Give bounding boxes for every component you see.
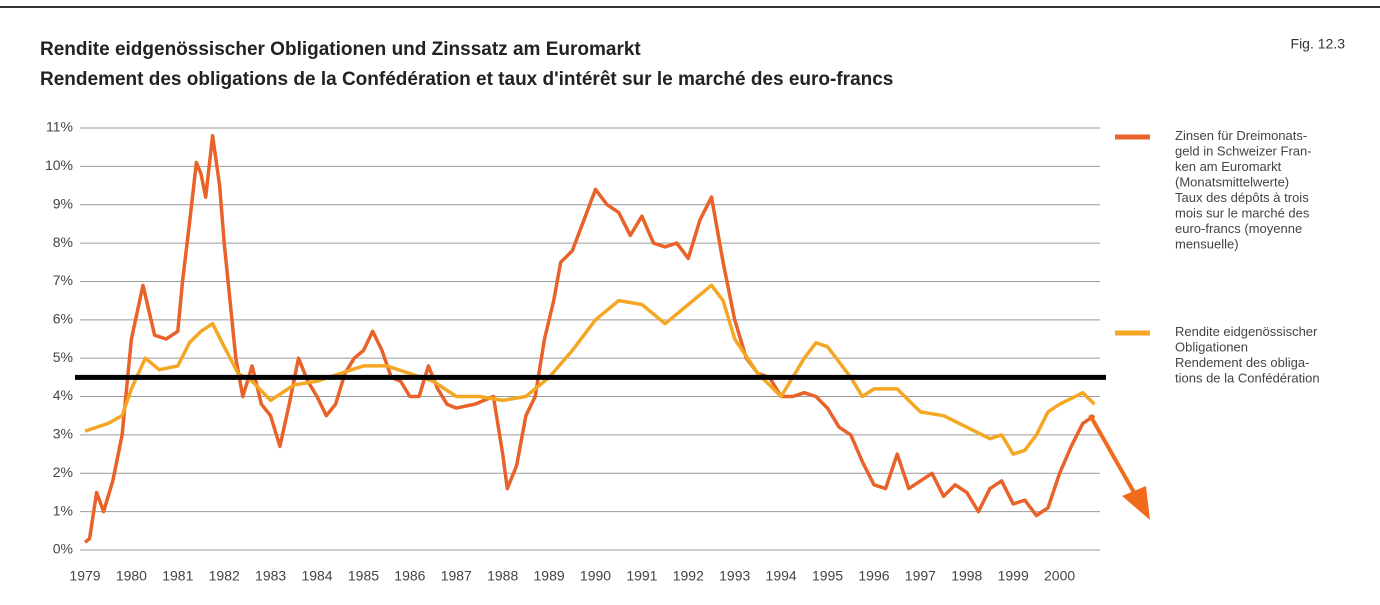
y-tick-label: 10% [45, 157, 73, 173]
x-tick-label: 2000 [1044, 568, 1075, 584]
x-tick-label: 1991 [626, 568, 657, 584]
x-tick-label: 1988 [487, 568, 518, 584]
y-tick-label: 9% [53, 195, 73, 211]
y-tick-label: 6% [53, 311, 73, 327]
chart-title: Rendite eidgenössischer Obligationen und… [40, 39, 641, 60]
y-tick-label: 3% [53, 426, 73, 442]
x-tick-label: 1993 [719, 568, 750, 584]
x-tick-label: 1994 [766, 568, 797, 584]
data-line [83, 133, 1096, 544]
x-tick-label: 1992 [673, 568, 704, 584]
chart-subtitle: Rendement des obligations de la Confédér… [40, 69, 893, 90]
y-tick-label: 4% [53, 387, 73, 403]
y-tick-label: 0% [53, 541, 73, 557]
data-line [84, 283, 1096, 456]
y-tick-label: 8% [53, 234, 73, 250]
x-tick-label: 1998 [951, 568, 982, 584]
x-tick-label: 1979 [69, 568, 100, 584]
figure-label: Fig. 12.3 [1291, 36, 1346, 52]
legend-label: Zinsen für Dreimonats-geld in Schweizer … [1175, 128, 1312, 252]
x-tick-label: 1982 [209, 568, 240, 584]
x-tick-label: 1996 [858, 568, 889, 584]
x-tick-label: 1980 [116, 568, 147, 584]
y-tick-label: 1% [53, 502, 73, 518]
x-tick-label: 1981 [162, 568, 193, 584]
y-tick-label: 5% [53, 349, 73, 365]
y-tick-label: 7% [53, 272, 73, 288]
arrow [1088, 414, 1150, 520]
x-tick-label: 1985 [348, 568, 379, 584]
y-tick-label: 11% [46, 119, 73, 135]
x-tick-label: 1984 [301, 568, 332, 584]
x-tick-label: 1983 [255, 568, 286, 584]
y-tick-label: 2% [53, 464, 73, 480]
x-tick-label: 1999 [998, 568, 1029, 584]
x-tick-label: 1989 [534, 568, 565, 584]
x-tick-label: 1986 [394, 568, 425, 584]
x-tick-label: 1987 [441, 568, 472, 584]
x-tick-label: 1997 [905, 568, 936, 584]
x-tick-label: 1995 [812, 568, 843, 584]
x-tick-label: 1990 [580, 568, 611, 584]
legend-label: Rendite eidgenössischer Obligationen Rende… [1175, 324, 1320, 386]
plot-area: 0% 1% 2% 3% 4% 5% 6% 7% 8% 9% 10% 11% 1979 1980 1981 19… [45, 119, 1106, 584]
